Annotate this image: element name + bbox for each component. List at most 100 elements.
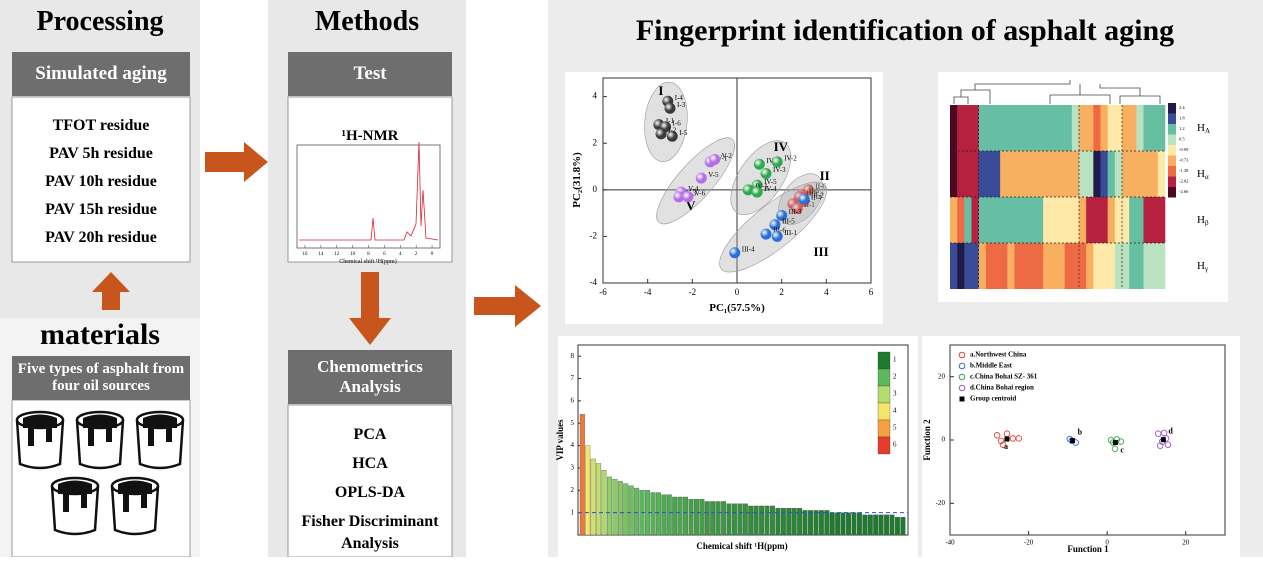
colorbar-label: 2.4: [1179, 105, 1185, 110]
point: [695, 172, 707, 184]
heatmap-cell: [1157, 105, 1166, 151]
heatmap-cell: [950, 151, 958, 197]
colorbar-segment: [1168, 124, 1176, 135]
heatmap-cell: [1136, 197, 1144, 243]
y-tick-label: 2: [571, 486, 575, 494]
heatmap-cell: [1007, 105, 1015, 151]
bar: [846, 512, 852, 536]
bar: [759, 505, 765, 536]
heatmap-cell: [1071, 105, 1080, 151]
heatmap-cell: [957, 197, 965, 243]
heatmap-cell: [985, 151, 994, 197]
bar: [650, 492, 656, 536]
heatmap-cell: [1122, 151, 1130, 197]
processing-title: Processing: [36, 6, 164, 37]
heatmap-cell: [1122, 243, 1130, 289]
legend-label: d.China Bohai region: [970, 384, 1034, 392]
heatmap-cell: [1129, 151, 1137, 197]
point: [798, 193, 810, 205]
heatmap-cell: [1050, 105, 1058, 151]
point: [999, 441, 1007, 449]
heatmap-cell: [1007, 151, 1015, 197]
point: [1156, 442, 1164, 449]
point-label: I-3: [677, 101, 686, 109]
heatmap-cell: [1150, 243, 1159, 289]
pca-panel: [565, 72, 883, 324]
bar: [704, 501, 710, 536]
bar: [808, 510, 813, 536]
colorbar-segment: [877, 436, 891, 455]
heatmap-cell: [964, 151, 972, 197]
bar: [634, 487, 640, 536]
heatmap-cell: [1157, 197, 1166, 243]
point-label: IV-1: [755, 182, 768, 190]
point-label: V-5: [708, 171, 719, 179]
heatmap-cell: [993, 105, 1001, 151]
heatmap-cell: [1007, 243, 1015, 289]
point: [791, 202, 803, 214]
bar: [775, 508, 781, 536]
y-tick-label: 0: [593, 184, 598, 194]
point-label: II-6: [815, 182, 826, 190]
nmr-title: ¹H-NMR: [342, 128, 399, 144]
y-axis-label: Function 2: [922, 419, 932, 461]
heatmap-cell: [978, 151, 987, 197]
heatmap-cell: [964, 197, 972, 243]
row-label: HA: [1197, 122, 1210, 135]
analysis-item: OPLS-DA: [334, 484, 406, 501]
point: [709, 154, 721, 166]
heatmap-cell: [1043, 197, 1051, 243]
colorbar-label: 1: [893, 356, 897, 364]
heatmap-cell: [964, 105, 972, 151]
heatmap-cell: [1150, 197, 1159, 243]
heatmap-cell: [1093, 151, 1101, 197]
centroid: [1070, 438, 1076, 444]
bar: [617, 481, 623, 536]
bar: [786, 508, 792, 536]
heatmap-cell: [1129, 105, 1137, 151]
heatmap-cell: [985, 197, 994, 243]
bucket-icon: [75, 410, 125, 470]
heatmap-cell: [993, 197, 1001, 243]
heatmap-cell: [971, 197, 979, 243]
y-tick-label: 4: [571, 441, 575, 449]
heatmap-cell: [1079, 105, 1087, 151]
heatmap-cell: [1028, 151, 1037, 197]
point: [664, 102, 676, 114]
bar: [878, 514, 884, 536]
heatmap-cell: [1064, 243, 1073, 289]
heatmap-cell: [1114, 243, 1123, 289]
colorbar-label: -0.09: [1179, 147, 1189, 152]
bar: [818, 510, 824, 536]
x-tick-label: -2: [689, 287, 697, 297]
point-label: III-2: [811, 192, 824, 200]
point: [729, 247, 741, 259]
point-label: I-2: [668, 127, 677, 135]
heatmap-cell: [1007, 197, 1015, 243]
heatmap-cell: [1114, 197, 1123, 243]
bar: [596, 463, 602, 536]
x-tick-label: 2: [779, 287, 784, 297]
x-tick-label: -6: [599, 287, 607, 297]
colorbar-label: 3: [893, 390, 897, 398]
point-label: IV-3: [773, 166, 786, 174]
bar: [802, 510, 808, 536]
heatmap-cell: [1107, 151, 1116, 197]
arrow: [474, 285, 541, 327]
point-label: V-2: [722, 152, 733, 160]
heatmap-cell: [1064, 197, 1073, 243]
x-tick-label: -20: [1024, 539, 1034, 547]
heatmap-cell: [964, 243, 972, 289]
point: [776, 209, 788, 221]
bar: [894, 516, 900, 536]
colorbar-segment: [1168, 113, 1176, 124]
bar: [813, 510, 819, 536]
legend-label: c.China Bohai SZ- 361: [970, 373, 1038, 381]
heatmap-cell: [1043, 243, 1051, 289]
nmr-tick-label: 12: [334, 252, 340, 257]
heatmap-cell: [1086, 105, 1094, 151]
centroid: [1112, 440, 1118, 446]
bar: [867, 514, 873, 536]
point: [997, 437, 1005, 445]
